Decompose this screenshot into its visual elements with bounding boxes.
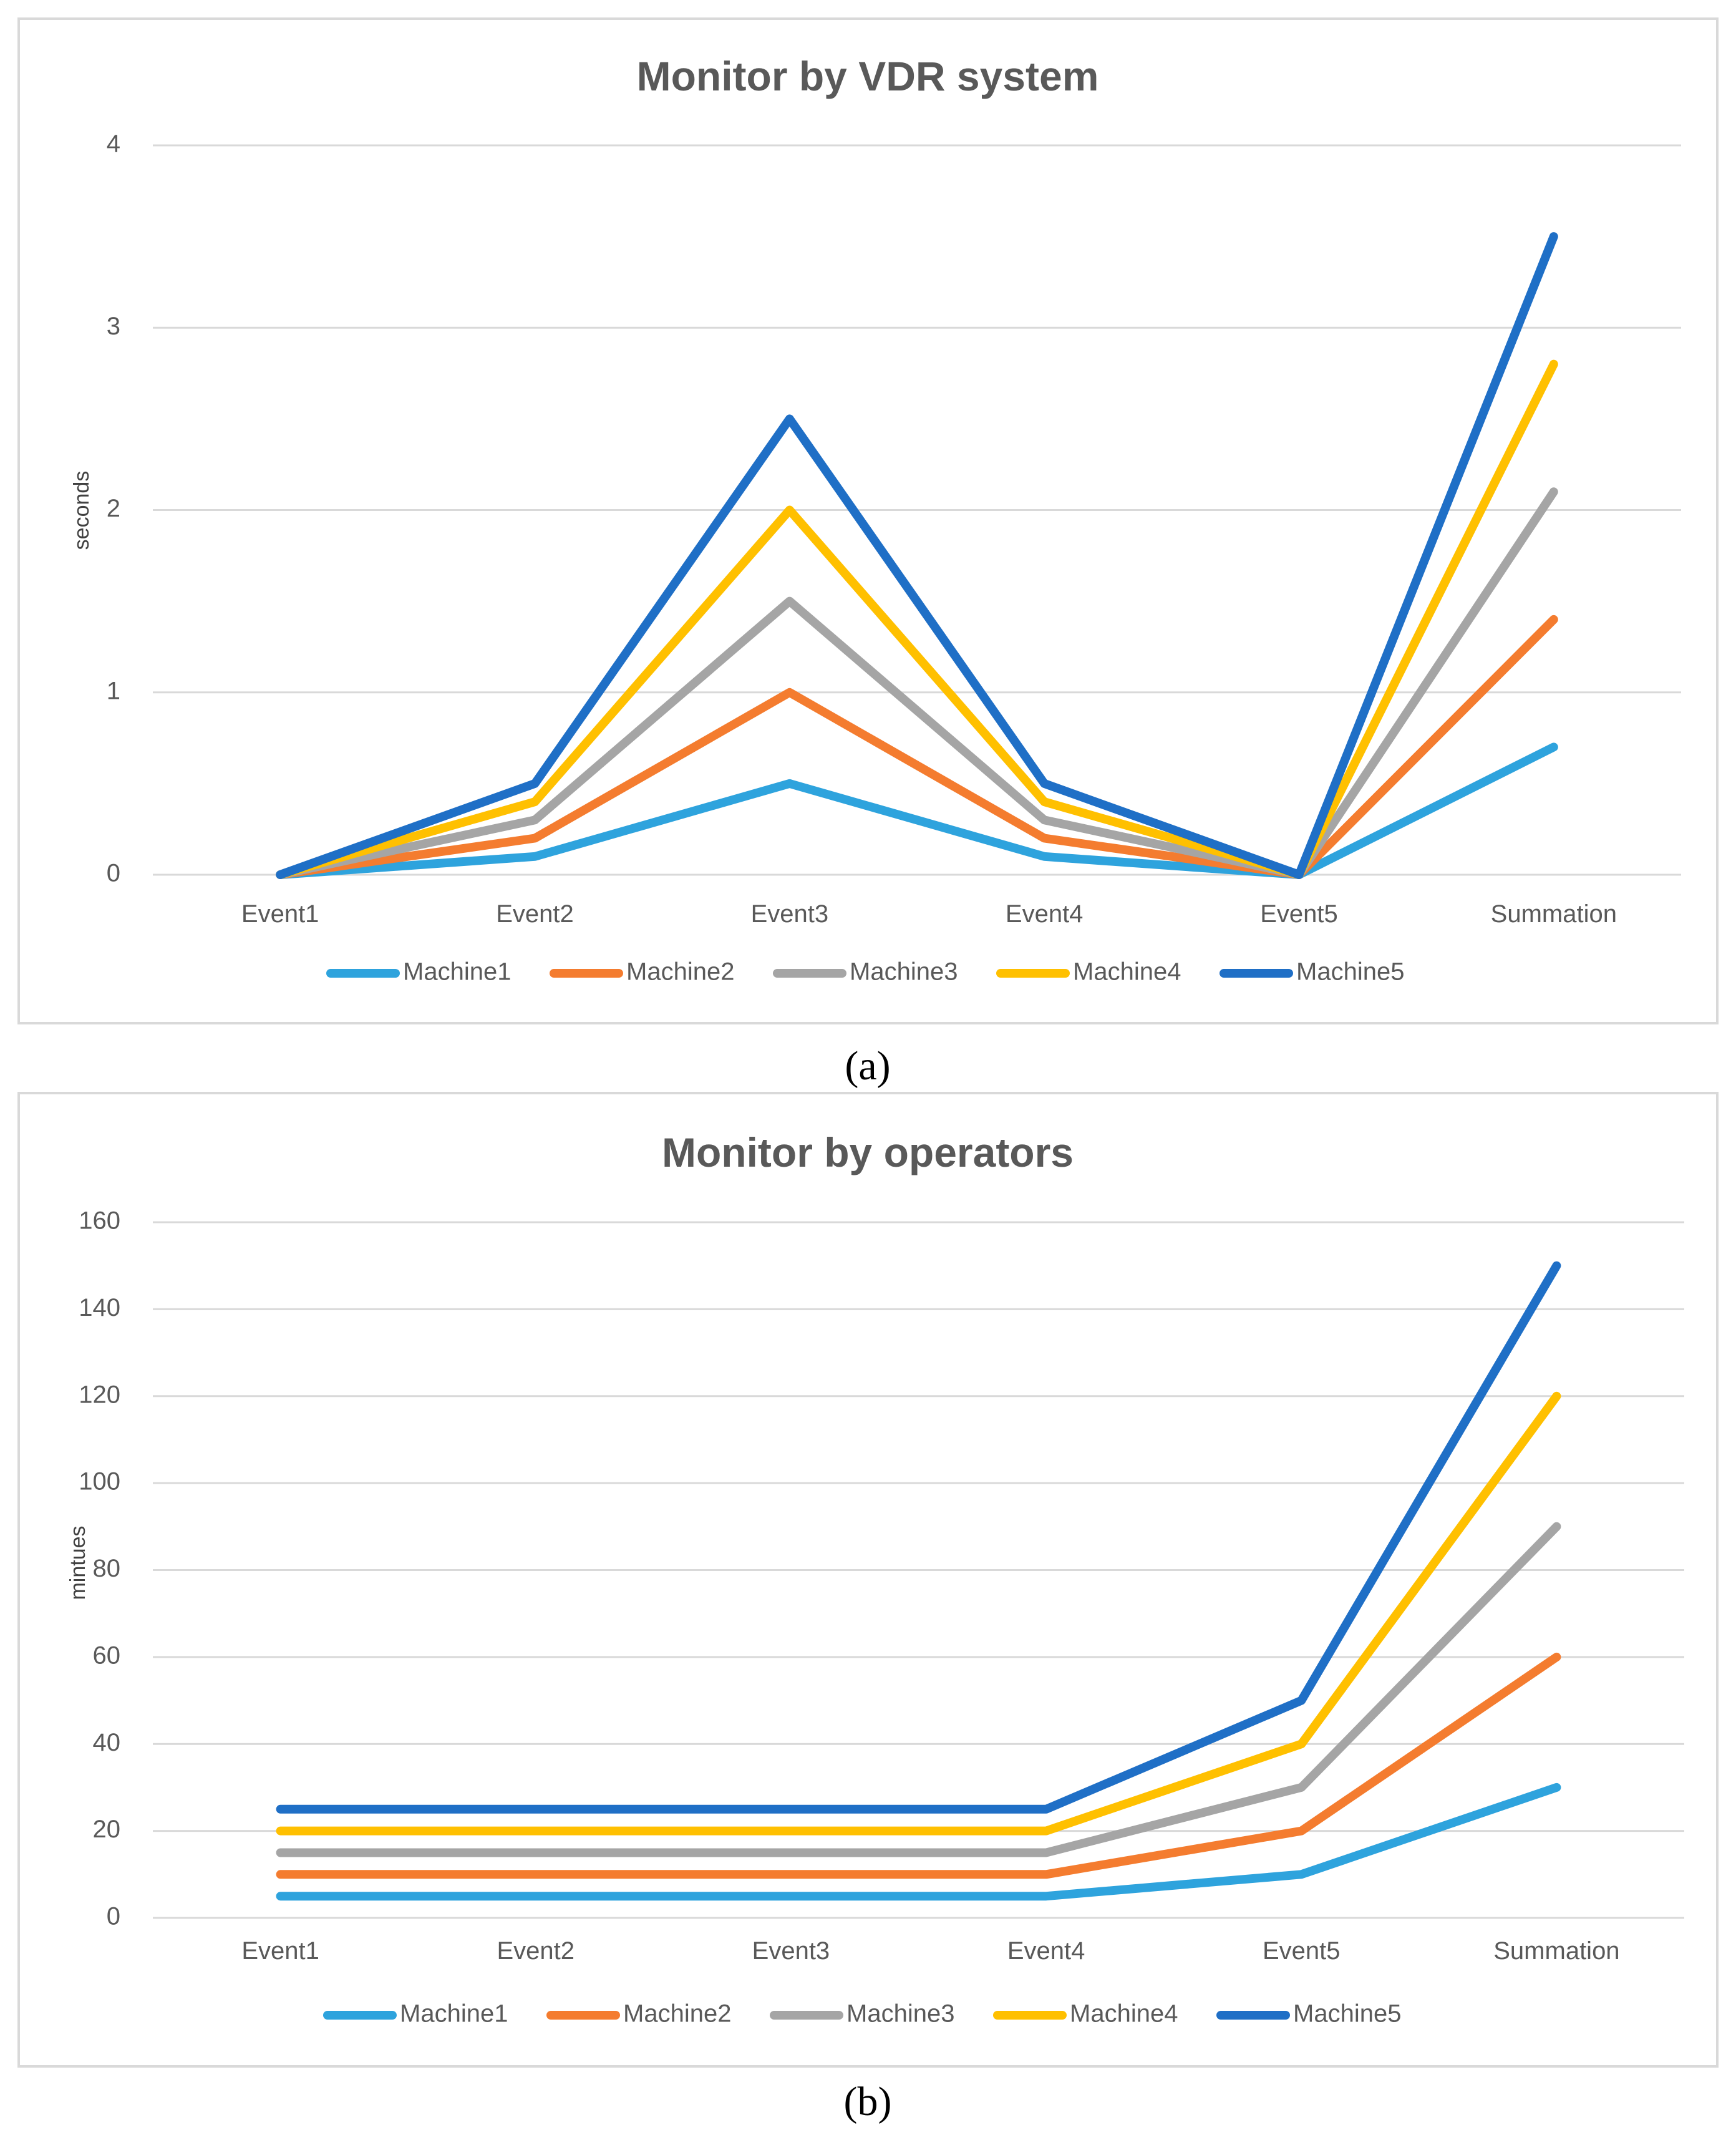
chart-a-series-line-machine2 (276, 615, 1558, 879)
chart-b-y-axis-label: mintues (66, 1525, 90, 1600)
chart-b-legend-label: Machine2 (623, 2000, 731, 2028)
chart-b-y-tick-label: 160 (79, 1207, 120, 1235)
chart-b-frame (17, 1092, 1719, 2068)
chart-b-y-tick-label: 60 (93, 1641, 121, 1669)
chart-a-plot-area: 0 1 2 3 4 Event1 Event2 Event3 Event4 Event5 Summa… (107, 130, 1681, 928)
chart-b-series-line-machine2 (276, 1652, 1561, 1879)
chart-b-y-tick-label: 0 (107, 1903, 120, 1930)
chart-a-series-line-machine1 (276, 742, 1558, 879)
chart-a-legend-label: Machine4 (1073, 958, 1181, 986)
chart-b-legend-label: Machine3 (846, 2000, 954, 2028)
chart-a-y-axis-label: seconds (70, 471, 94, 550)
chart-b-y-tick-label: 140 (79, 1294, 120, 1321)
chart-a-title: Monitor by VDR system (637, 53, 1099, 99)
chart-b-legend-label: Machine1 (400, 2000, 508, 2028)
chart-a-caption: (a) (845, 1043, 890, 1089)
chart-a-x-tick-label: Event1 (241, 900, 319, 928)
chart-b-x-tick-label: Event1 (241, 1937, 319, 1965)
chart-b-x-tick-label: Summation (1493, 1937, 1619, 1965)
chart-a-x-tick-label: Summation (1491, 900, 1617, 928)
chart-a-frame (17, 17, 1719, 1024)
chart-a-x-tick-label: Event5 (1260, 900, 1338, 928)
chart-b-y-tick-label: 80 (93, 1555, 121, 1582)
chart-a-x-tick-label: Event3 (751, 900, 829, 928)
chart-a-series-line-machine5 (276, 232, 1558, 879)
chart-b: Monitor by operators mintues 0 20 40 60 80 10… (17, 1092, 1719, 2068)
chart-b-x-tick-label: Event3 (752, 1937, 830, 1965)
chart-b-series-line-machine3 (276, 1522, 1561, 1857)
chart-a-legend-label: Machine2 (626, 958, 734, 986)
chart-b-legend-label: Machine4 (1070, 2000, 1178, 2028)
chart-b-caption: (b) (844, 2079, 892, 2124)
chart-a-y-tick-label: 3 (107, 313, 120, 340)
chart-a-x-tick-label: Event4 (1006, 900, 1084, 928)
chart-b-title: Monitor by operators (662, 1129, 1074, 1175)
chart-b-legend: Machine1 Machine2 Machine3 Machine4 Machine5 (323, 2000, 1401, 2028)
chart-a-y-tick-label: 0 (107, 860, 120, 887)
chart-b-plot-area: 0 20 40 60 80 100 120 140 160 Event1 Event2 Event3 E… (79, 1207, 1684, 1965)
chart-b-y-tick-label: 20 (93, 1816, 121, 1843)
chart-b-y-tick-label: 120 (79, 1381, 120, 1408)
chart-b-x-tick-label: Event2 (497, 1937, 575, 1965)
chart-b-x-tick-label: Event5 (1263, 1937, 1341, 1965)
chart-a-y-tick-label: 2 (107, 495, 120, 522)
chart-a-legend-label: Machine3 (850, 958, 958, 986)
chart-a-y-tick-label: 4 (107, 130, 120, 158)
chart-b-series-line-machine4 (276, 1391, 1561, 1836)
chart-a-y-tick-label: 1 (107, 677, 120, 704)
chart-a-x-tick-label: Event2 (496, 900, 574, 928)
chart-a-legend: Machine1 Machine2 Machine3 Machine4 Machine5 (326, 958, 1404, 986)
chart-a: Monitor by VDR system seconds 0 1 2 3 4 Event… (17, 17, 1719, 1024)
chart-b-y-tick-label: 40 (93, 1729, 121, 1756)
chart-a-series-line-machine3 (276, 487, 1558, 879)
chart-b-series-line-machine1 (276, 1783, 1561, 1901)
chart-b-series-line-machine5 (276, 1261, 1561, 1814)
chart-a-legend-label: Machine1 (403, 958, 511, 986)
chart-a-series-line-machine4 (276, 359, 1558, 879)
chart-b-y-tick-label: 100 (79, 1468, 120, 1496)
chart-a-legend-label: Machine5 (1296, 958, 1404, 986)
chart-b-legend-label: Machine5 (1293, 2000, 1401, 2028)
chart-b-x-tick-label: Event4 (1007, 1937, 1085, 1965)
